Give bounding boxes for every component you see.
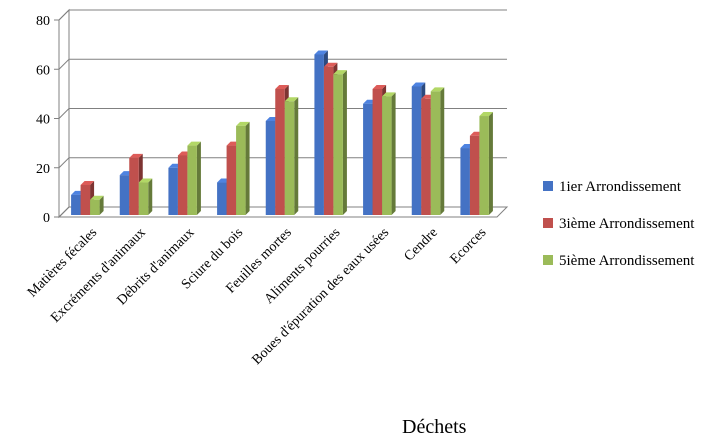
bar <box>90 195 104 215</box>
gridline <box>58 157 507 169</box>
legend-label: 1ier Arrondissement <box>559 179 682 195</box>
bar <box>187 141 201 215</box>
y-tick-label: 60 <box>36 63 50 78</box>
legend: 1ier Arrondissement 3ième Arrondissement 5… <box>543 179 695 269</box>
legend-swatch <box>543 255 553 265</box>
bar <box>333 70 347 215</box>
gridlines <box>58 9 507 218</box>
bar <box>138 178 153 215</box>
y-axis: 0 20 40 60 80 <box>36 14 59 226</box>
bar <box>236 121 250 215</box>
legend-label: 5ième Arrondissement <box>559 253 695 269</box>
bar <box>382 92 396 215</box>
legend-item: 5ième Arrondissement <box>543 253 695 269</box>
y-tick-label: 20 <box>36 162 50 177</box>
legend-swatch <box>543 181 553 191</box>
gridline <box>58 108 507 119</box>
bar <box>284 97 299 215</box>
y-tick-label: 0 <box>43 211 50 226</box>
bar <box>479 112 493 215</box>
legend-label: 3ième Arrondissement <box>559 216 695 232</box>
legend-item: 3ième Arrondissement <box>543 216 695 232</box>
bars <box>71 50 493 215</box>
bar <box>430 87 445 215</box>
gridline <box>58 58 507 70</box>
x-axis-label: Déchets <box>402 416 467 438</box>
y-tick-label: 80 <box>36 14 50 29</box>
gridline <box>58 206 507 218</box>
y-tick-label: 40 <box>36 113 50 128</box>
x-category-label: Ecorces <box>448 225 490 267</box>
x-category-label: Cendre <box>402 225 441 264</box>
gridline <box>58 9 507 21</box>
legend-item: 1ier Arrondissement <box>543 179 682 195</box>
legend-swatch <box>543 218 553 228</box>
x-category-label: Excréments d'animaux <box>48 225 149 326</box>
